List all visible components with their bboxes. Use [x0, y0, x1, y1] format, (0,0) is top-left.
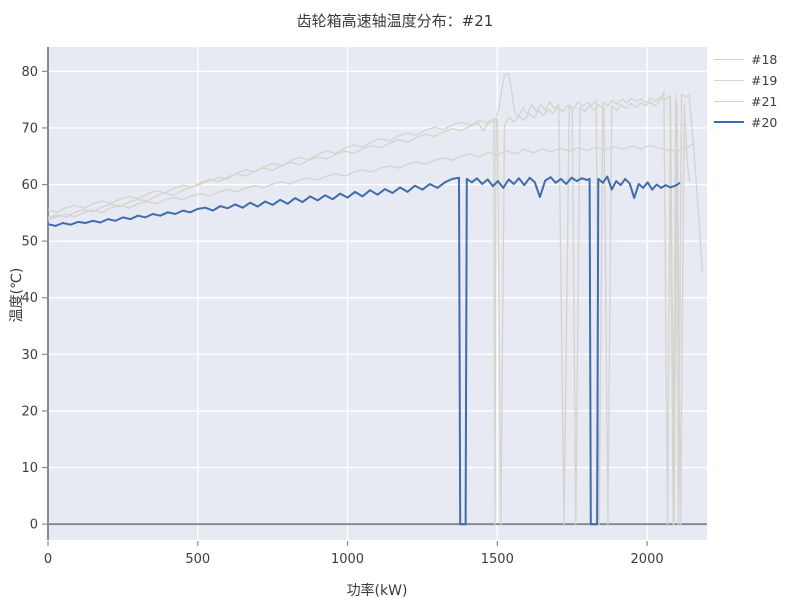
x-tick-label: 2000 — [631, 552, 664, 567]
legend-item-19[interactable]: #19 — [714, 70, 777, 90]
legend-label: #21 — [751, 93, 778, 109]
legend-item-20[interactable]: #20 — [714, 112, 777, 132]
y-tick-label: 40 — [21, 291, 38, 306]
legend-swatch-icon — [714, 58, 744, 60]
series-line-21[interactable] — [47, 142, 696, 221]
series-line-19[interactable] — [47, 91, 691, 525]
series-line-18[interactable] — [47, 72, 704, 525]
y-tick-label: 50 — [21, 235, 38, 250]
legend: #18 #19 #21 #20 — [714, 49, 777, 132]
x-axis-title: 功率(kW) — [346, 583, 408, 599]
legend-label: #18 — [751, 51, 778, 67]
x-tick-label: 1000 — [331, 552, 364, 567]
y-tick-label: 70 — [21, 121, 38, 136]
y-tick-label: 0 — [30, 518, 38, 533]
legend-item-21[interactable]: #21 — [714, 91, 777, 111]
x-tick-label: 500 — [185, 552, 210, 567]
legend-label: #19 — [751, 72, 778, 88]
series-line-20[interactable] — [47, 175, 681, 526]
legend-swatch-icon — [714, 121, 744, 123]
x-tick-label: 1500 — [481, 552, 514, 567]
legend-swatch-icon — [714, 100, 744, 102]
x-tick-label: 0 — [44, 552, 52, 567]
y-tick-label: 60 — [21, 178, 38, 193]
y-tick-label: 80 — [21, 65, 38, 80]
legend-swatch-icon — [714, 79, 744, 81]
y-tick-label: 20 — [21, 404, 38, 419]
legend-item-18[interactable]: #18 — [714, 49, 777, 69]
y-tick-label: 10 — [21, 461, 38, 476]
legend-label: #20 — [751, 114, 778, 130]
chart-title: 齿轮箱高速轴温度分布：#21 — [296, 12, 494, 30]
y-axis-title: 温度(℃) — [9, 267, 25, 323]
y-tick-label: 30 — [21, 348, 38, 363]
